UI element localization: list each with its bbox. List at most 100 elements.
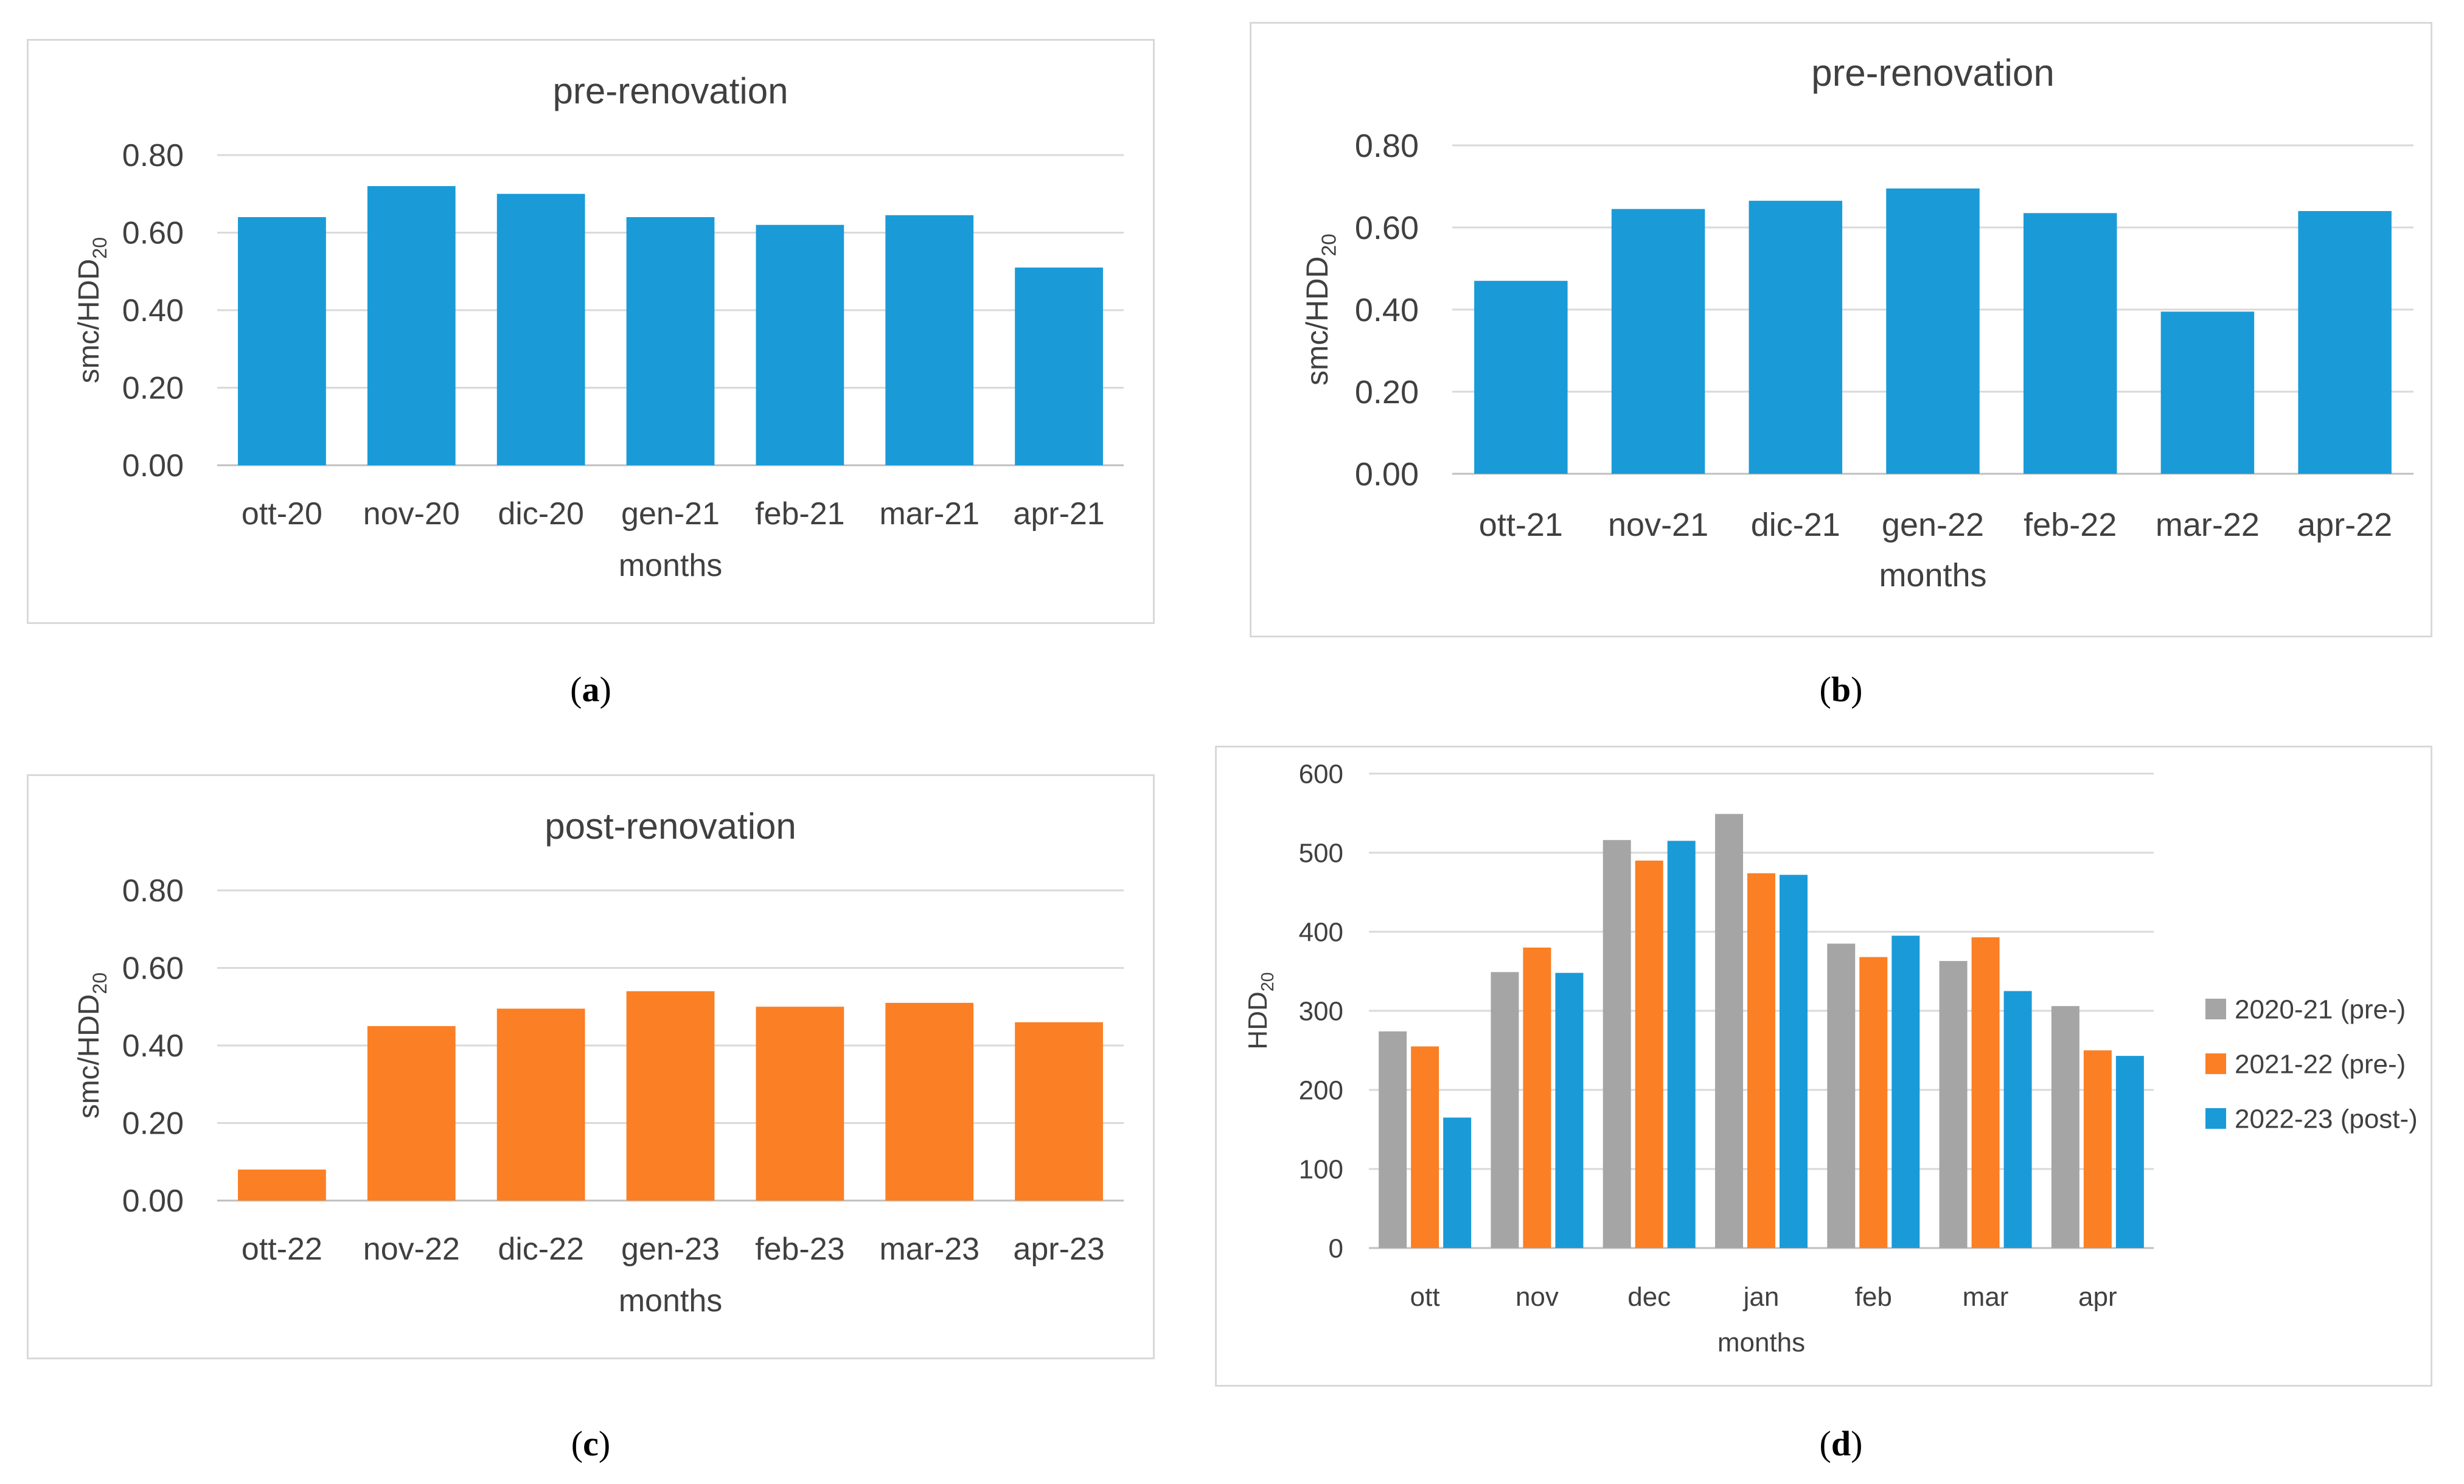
bar-dec-series-2 — [1635, 861, 1663, 1248]
y-tick-label: 0.60 — [122, 951, 184, 986]
bar-feb-22 — [2023, 213, 2117, 474]
x-tick-label: feb-23 — [755, 1232, 844, 1267]
bar-mar-22 — [2160, 311, 2255, 474]
bar-ott-series-3 — [1443, 1117, 1472, 1248]
caption-a: (a) — [570, 670, 611, 709]
x-tick-label: mar-23 — [879, 1232, 980, 1267]
chart-title: post-renovation — [545, 806, 796, 847]
y-axis-label-main: smc/HDD — [73, 259, 105, 384]
bar-jan-series-1 — [1715, 814, 1743, 1248]
legend-label: 2022-23 (post-) — [2235, 1104, 2418, 1134]
y-tick-label: 0 — [1329, 1233, 1343, 1263]
chart-panel-b: 0.00 0.20 0.40 0.60 0.80 pre-renovation ott-21… — [1250, 22, 2432, 637]
bar-dic-20 — [496, 193, 585, 465]
bar-ott-21 — [1474, 280, 1568, 474]
x-axis-label: months — [1879, 557, 1986, 594]
chart-title: pre-renovation — [1811, 52, 2055, 94]
bar-jan-series-3 — [1780, 875, 1808, 1248]
x-tick-label: dic-21 — [1751, 507, 1840, 543]
legend-swatch — [2205, 1108, 2226, 1129]
bar-apr-23 — [1015, 1022, 1103, 1201]
legend-label: 2020-21 (pre-) — [2235, 994, 2406, 1024]
bar-apr-series-3 — [2115, 1056, 2144, 1248]
bar-mar-23 — [885, 1002, 974, 1201]
bar-dic-22 — [496, 1008, 585, 1201]
bar-feb-series-1 — [1827, 943, 1856, 1248]
x-tick-label: dic-22 — [498, 1232, 584, 1267]
y-tick-label: 0.00 — [122, 1184, 184, 1219]
y-axis-label-main: smc/HDD — [73, 994, 105, 1119]
bar-mar-series-1 — [1939, 961, 1968, 1248]
bar-jan-series-2 — [1747, 873, 1775, 1248]
x-tick-label: gen-23 — [621, 1232, 720, 1267]
y-tick-label: 0.60 — [1355, 210, 1419, 246]
x-tick-label: ott-20 — [242, 496, 322, 532]
bar-feb-series-2 — [1859, 957, 1888, 1248]
chart-panel-a: 0.00 0.20 0.40 0.60 0.80 pre-renovation ott-20… — [27, 39, 1155, 624]
bar-ott-series-2 — [1411, 1046, 1439, 1248]
x-tick-label: nov-20 — [363, 496, 460, 532]
y-tick-label: 0.00 — [1355, 456, 1419, 493]
x-tick-label: nov-22 — [363, 1232, 460, 1267]
y-tick-label: 0.80 — [122, 138, 184, 173]
y-axis-label-subscript: 20 — [89, 973, 111, 994]
y-axis-label: smc/HDD20 — [1300, 234, 1341, 386]
x-tick-label: feb-22 — [2024, 507, 2117, 543]
bar-feb-23 — [756, 1007, 844, 1201]
bar-feb-series-3 — [1892, 935, 1920, 1248]
y-tick-label: 500 — [1299, 838, 1343, 868]
y-tick-label: 300 — [1299, 996, 1343, 1026]
y-axis-label: smc/HDD20 — [73, 973, 111, 1118]
bar-apr-22 — [2298, 211, 2392, 474]
x-tick-label: mar — [1963, 1282, 2009, 1312]
caption-d: (d) — [1819, 1424, 1863, 1463]
x-tick-label: gen-21 — [621, 496, 720, 532]
x-tick-label: apr-22 — [2297, 507, 2392, 543]
x-axis-label: months — [619, 548, 723, 583]
y-tick-label: 0.40 — [122, 293, 184, 328]
bar-nov-20 — [367, 186, 456, 465]
bar-nov-22 — [367, 1026, 456, 1201]
bar-apr-series-1 — [2051, 1006, 2079, 1248]
bar-dec-series-3 — [1667, 841, 1696, 1248]
x-tick-label: feb — [1855, 1282, 1892, 1312]
y-axis-label: smc/HDD20 — [73, 237, 111, 383]
bar-apr-21 — [1015, 267, 1103, 465]
caption-b: (b) — [1819, 670, 1863, 709]
legend-swatch — [2205, 1053, 2226, 1074]
chart-panel-c: 0.00 0.20 0.40 0.60 0.80 post-renovation ott-2… — [27, 774, 1155, 1359]
chart-c-svg: 0.00 0.20 0.40 0.60 0.80 post-renovation ott-2… — [73, 806, 1124, 1319]
y-tick-label: 0.20 — [1355, 374, 1419, 411]
y-axis-label-subscript: 20 — [1318, 234, 1341, 256]
x-tick-label: dec — [1627, 1282, 1671, 1312]
y-tick-label: 400 — [1299, 917, 1343, 947]
bar-nov-series-3 — [1555, 973, 1584, 1248]
x-tick-label: mar-22 — [2156, 507, 2260, 543]
bar-ott-series-1 — [1379, 1031, 1407, 1248]
bar-dec-series-1 — [1603, 840, 1631, 1248]
bar-ott-20 — [238, 217, 326, 465]
chart-b-svg: 0.00 0.20 0.40 0.60 0.80 pre-renovation ott-21… — [1300, 52, 2414, 594]
y-tick-label: 100 — [1299, 1154, 1343, 1184]
legend: 2020-21 (pre-) 2021-22 (pre-) 2022-23 (pos… — [2205, 994, 2418, 1134]
x-tick-label: apr-23 — [1013, 1232, 1104, 1267]
bar-nov-21 — [1611, 209, 1705, 474]
y-tick-label: 0.80 — [1355, 128, 1419, 164]
bar-gen-21 — [626, 217, 715, 465]
x-axis-label: months — [619, 1283, 723, 1319]
x-tick-label: mar-21 — [879, 496, 980, 532]
y-axis-label-main: smc/HDD — [1300, 256, 1334, 385]
bar-dic-21 — [1749, 201, 1843, 474]
x-tick-label: ott-22 — [242, 1232, 322, 1267]
y-tick-label: 0.40 — [1355, 292, 1419, 328]
x-tick-label: dic-20 — [498, 496, 584, 532]
bar-nov-series-2 — [1523, 948, 1551, 1248]
chart-d-svg: 0 100 200 300 400 500 600 ott nov dec jan feb mar apr… — [1243, 759, 2418, 1357]
x-tick-label: gen-22 — [1882, 507, 1984, 543]
x-tick-label: apr — [2078, 1282, 2117, 1312]
bar-mar-series-3 — [2003, 991, 2032, 1248]
bar-mar-21 — [885, 215, 974, 465]
y-tick-label: 0.20 — [122, 1106, 184, 1142]
x-axis-label: months — [1717, 1328, 1805, 1357]
y-tick-label: 0.80 — [122, 873, 184, 909]
